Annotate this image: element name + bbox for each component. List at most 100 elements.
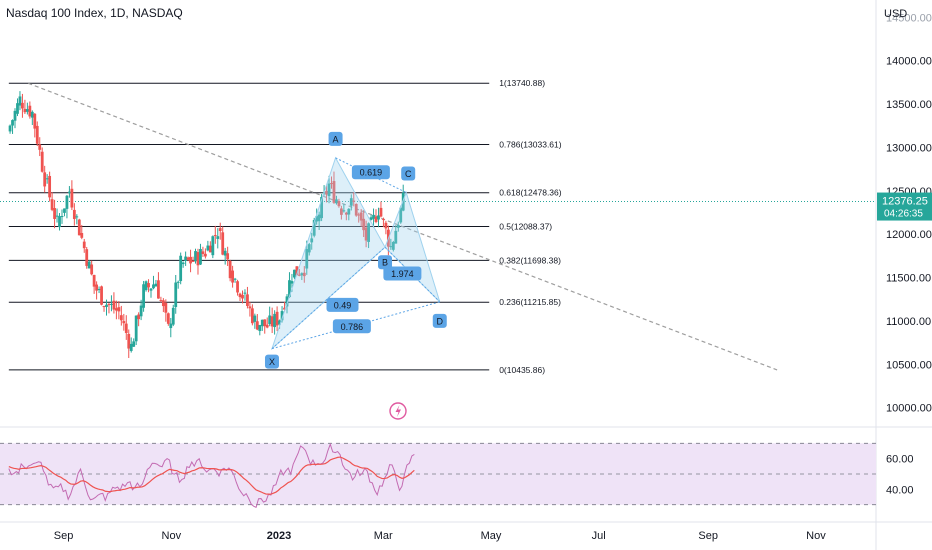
- price-tick-label: 10500.00: [886, 359, 932, 371]
- candle-body: [112, 300, 116, 310]
- candle-body: [213, 235, 217, 237]
- harmonic-point-a: A: [333, 134, 339, 144]
- candle-body: [285, 296, 289, 307]
- candle-body: [114, 308, 118, 311]
- candle-body: [53, 208, 56, 219]
- candle-body: [278, 320, 281, 325]
- last-price-tag: [877, 192, 932, 221]
- harmonic-point-x: X: [269, 357, 275, 367]
- candle-body: [8, 125, 12, 132]
- candle-body: [367, 223, 370, 242]
- candle-body: [45, 178, 49, 180]
- candle-body: [122, 321, 126, 324]
- candle-body: [233, 278, 237, 280]
- candle-body: [35, 125, 39, 144]
- candle-body: [58, 216, 61, 228]
- candle-body: [16, 103, 19, 114]
- candle-body: [161, 300, 165, 307]
- candle-body: [144, 281, 148, 291]
- harmonic-ac-dotted: [335, 157, 407, 193]
- candle-body: [199, 248, 202, 265]
- harmonic-xd-dotted: [271, 301, 440, 350]
- candle-body: [357, 214, 361, 216]
- candle-body: [13, 110, 17, 121]
- candle-body: [310, 238, 314, 243]
- candle-body: [25, 109, 29, 112]
- candle-body: [137, 314, 141, 320]
- candle-body: [238, 293, 242, 298]
- candle-body: [275, 311, 279, 326]
- candle-body: [191, 260, 195, 262]
- candle-body: [77, 219, 81, 236]
- candle-body: [320, 196, 324, 219]
- fib-level-label: 0.382(11698.38): [499, 255, 561, 265]
- candle-body: [335, 199, 338, 204]
- candle-body: [110, 303, 113, 305]
- candle-body: [263, 319, 267, 327]
- candle-body: [206, 245, 210, 251]
- candle-body: [248, 306, 252, 309]
- harmonic-point-b: B: [382, 258, 388, 268]
- candle-body: [369, 217, 373, 220]
- candle-body: [295, 266, 299, 276]
- price-tick-label: 13000.00: [886, 142, 932, 154]
- fib-level-label: 0.786(13033.61): [499, 140, 562, 150]
- candle-body: [105, 304, 108, 307]
- harmonic-ratio-ac-bg: [351, 165, 390, 180]
- candle-body: [40, 151, 44, 172]
- candle-body: [342, 210, 346, 212]
- candle-body: [43, 172, 47, 187]
- candle-body: [30, 111, 34, 118]
- fib-level-label: 0.618(12478.36): [499, 188, 562, 198]
- candle-body: [243, 292, 247, 294]
- harmonic-point-d-bg: [432, 313, 447, 328]
- candle-body: [330, 183, 333, 185]
- candles: [8, 91, 405, 359]
- candle-body: [154, 283, 158, 287]
- harmonic-ratio-xd-bg: [332, 319, 371, 334]
- currency-label[interactable]: USD: [884, 8, 908, 20]
- candle-body: [231, 270, 234, 283]
- candle-body: [246, 294, 249, 306]
- candle-body: [23, 108, 27, 113]
- harmonic-xab-triangle: [270, 156, 386, 351]
- candle-body: [142, 284, 145, 308]
- fib-level-label: 1(13740.88): [499, 78, 545, 88]
- candle-body: [33, 113, 37, 129]
- candle-body: [87, 261, 91, 269]
- candle-body: [70, 188, 74, 208]
- trendline: [28, 82, 778, 371]
- harmonic-ratio-ac: 0.619: [360, 168, 383, 178]
- harmonic-ratio-bd: 1.974: [391, 269, 414, 279]
- candle-body: [352, 200, 356, 202]
- candle-body: [372, 214, 375, 219]
- candle-body: [389, 246, 393, 248]
- candle-body: [268, 315, 272, 325]
- candle-body: [228, 261, 232, 279]
- candle-body: [349, 198, 353, 206]
- candle-body: [169, 323, 173, 329]
- candle-body: [347, 208, 351, 215]
- candle-body: [147, 283, 150, 288]
- candle-body: [374, 216, 378, 222]
- fib-level-label: 0.5(12088.37): [499, 222, 552, 232]
- price-tick-label: 11000.00: [886, 316, 931, 328]
- harmonic-point-b-bg: [378, 255, 393, 270]
- candle-body: [332, 181, 336, 203]
- harmonic-ratio-xb: 0.49: [334, 300, 352, 310]
- harmonic-bd-dotted: [384, 246, 441, 303]
- candle-body: [394, 230, 398, 244]
- candle-body: [362, 218, 366, 231]
- price-tick-label: 14000.00: [886, 56, 932, 68]
- candle-body: [100, 286, 103, 305]
- candle-body: [223, 250, 227, 256]
- candle-body: [95, 284, 99, 291]
- candle-body: [297, 274, 301, 276]
- candle-body: [307, 244, 311, 253]
- candle-body: [139, 305, 143, 317]
- candle-body: [211, 236, 215, 256]
- candle-body: [253, 315, 257, 322]
- candle-body: [159, 300, 163, 302]
- candle-body: [280, 311, 284, 321]
